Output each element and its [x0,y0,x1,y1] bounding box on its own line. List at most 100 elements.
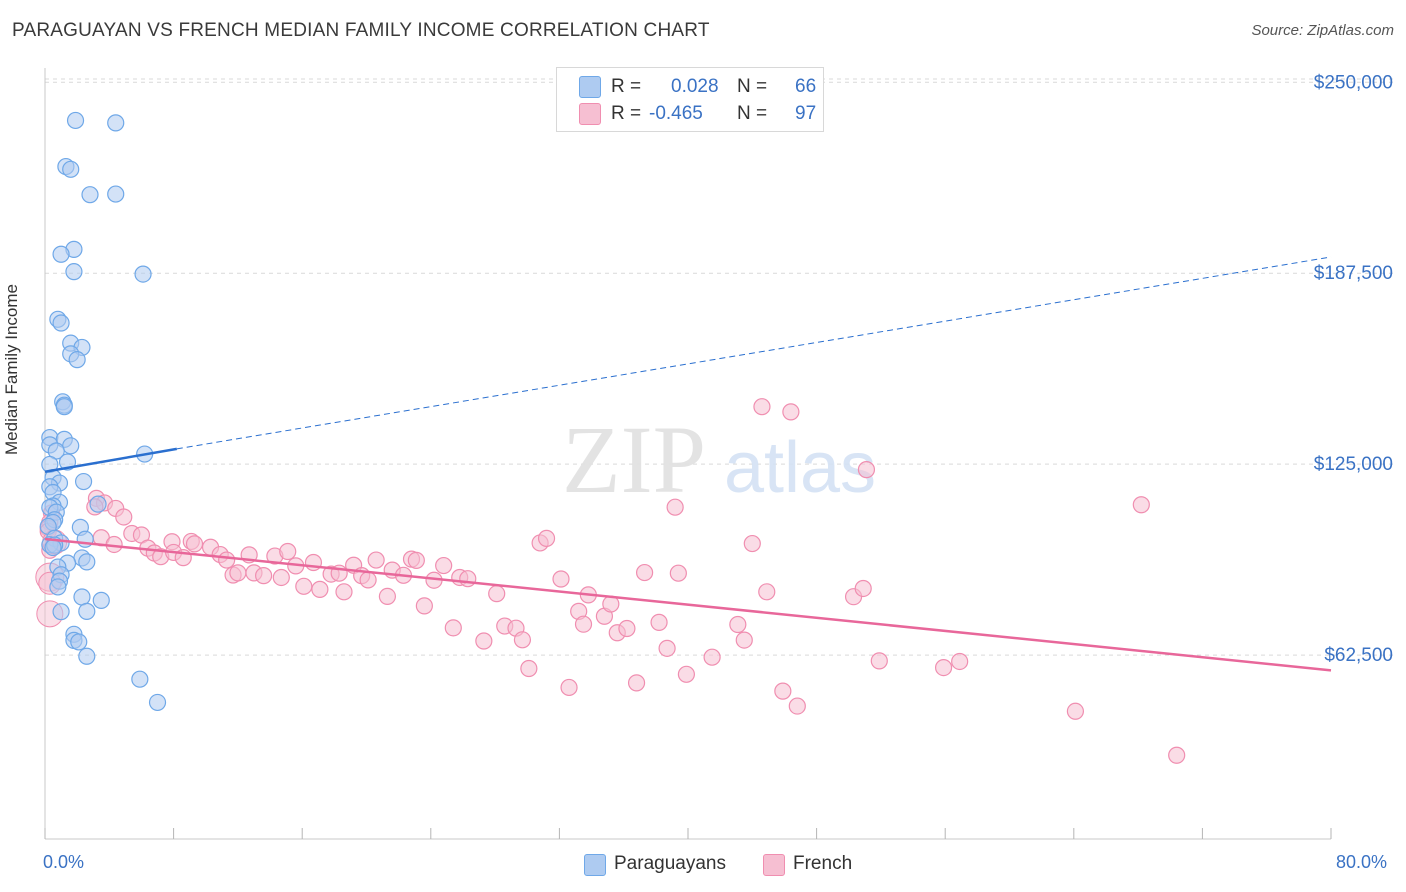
x-tick-label-min: 0.0% [43,852,85,872]
chart-source: Source: ZipAtlas.com [1251,22,1394,39]
french-point [574,615,593,633]
french-point [934,658,953,677]
french-point [1168,746,1186,764]
paraguayans-point [134,265,152,283]
french-point [854,579,872,598]
french-point [537,529,556,547]
legend-swatch-blue [579,76,601,98]
bottom-legend-swatch-blue [584,854,606,876]
french-point [1066,702,1085,720]
watermark-atlas: atlas [724,428,876,508]
french-point [552,570,570,588]
paraguayans-point [52,245,70,263]
french-point [735,631,753,649]
y-tick-labels: $62,500 $125,000 $187,500 $250,000 [1314,72,1393,666]
french-point [774,682,792,700]
french-point [870,652,888,670]
legend-r-label: R = [611,76,642,97]
legend-n-value: 97 [795,103,817,124]
french-point [618,619,636,638]
french-point [115,508,133,526]
paraguayans-trend-line [44,447,178,473]
french-point [666,498,684,516]
paraguayans-trend-extension [176,256,1332,450]
french-point [677,665,695,683]
french-point [560,678,578,697]
y-tick-label: $250,000 [1314,72,1393,93]
french-point [753,398,771,416]
paraguayans-point [70,633,88,651]
french-point [435,556,453,575]
french-point [295,577,313,595]
legend-n-label: N = [737,103,768,124]
paraguayans-point [65,263,83,281]
paraguayans-point [81,186,99,204]
french-point [857,461,876,479]
bottom-legend-label: French [793,853,853,874]
paraguayans-point [52,603,70,621]
paraguayans-point [78,602,96,620]
y-tick-label: $187,500 [1314,263,1393,284]
paraguayans-point [74,472,93,491]
paraguayans-point [73,588,91,606]
french-point [635,563,654,582]
french-point [459,570,477,588]
chart-title: PARAGUAYAN VS FRENCH MEDIAN FAMILY INCOM… [12,20,710,41]
french-point [1132,496,1150,514]
paraguayans-point [62,160,80,178]
trend-lines [44,256,1332,672]
bottom-legend-label: Paraguayans [614,853,726,874]
french-point [335,583,353,601]
french-point [444,619,462,637]
axes [44,68,1332,840]
french-point [520,659,538,678]
paraguayans-point [62,437,80,455]
french-point [359,571,377,589]
watermark-zip: ZIP [562,406,706,513]
french-point [311,580,329,598]
paraguayans-point [92,591,110,609]
paraguayans-point [49,578,67,596]
paraguayans-point [66,111,85,130]
legend-n-value: 66 [795,76,817,97]
paraguayans-point [44,538,62,557]
french-point [788,697,806,715]
french-point [758,583,776,601]
legend: R = 0.028 N = 66 R = -0.465 N = 97 [556,67,824,132]
french-point [272,568,290,587]
french-point [729,615,747,634]
paraguayans-point [68,351,86,369]
french-point [703,648,721,666]
french-point [367,551,385,569]
legend-n-label: N = [737,76,768,97]
french-point [513,631,532,649]
x-tick-label-max: 80.0% [1336,852,1388,872]
french-point [415,597,433,615]
french-trend-line [44,537,1332,672]
french-point [743,534,761,553]
paraguayans-point [89,495,107,513]
paraguayans-point [107,114,125,132]
french-point [658,639,676,657]
french-point [279,542,297,561]
legend-r-value: -0.465 [649,103,703,124]
french-point [488,585,506,603]
paraguayans-point [55,398,73,416]
bottom-legend-swatch-pink [763,854,785,876]
french-point [475,632,493,650]
french-point [229,564,247,582]
paraguayans-point [148,693,167,712]
french-point [185,535,204,553]
french-point [627,674,646,692]
watermark: ZIP atlas [562,406,876,513]
french-point [218,551,236,569]
y-tick-label: $62,500 [1324,645,1393,666]
y-axis-label: Median Family Income [2,283,21,455]
paraguayans-point [52,314,70,332]
legend-r-value: 0.028 [671,76,719,97]
french-point [650,613,668,631]
paraguayans-point [78,553,96,571]
legend-r-label: R = [611,103,642,124]
y-tick-label: $125,000 [1314,454,1393,475]
